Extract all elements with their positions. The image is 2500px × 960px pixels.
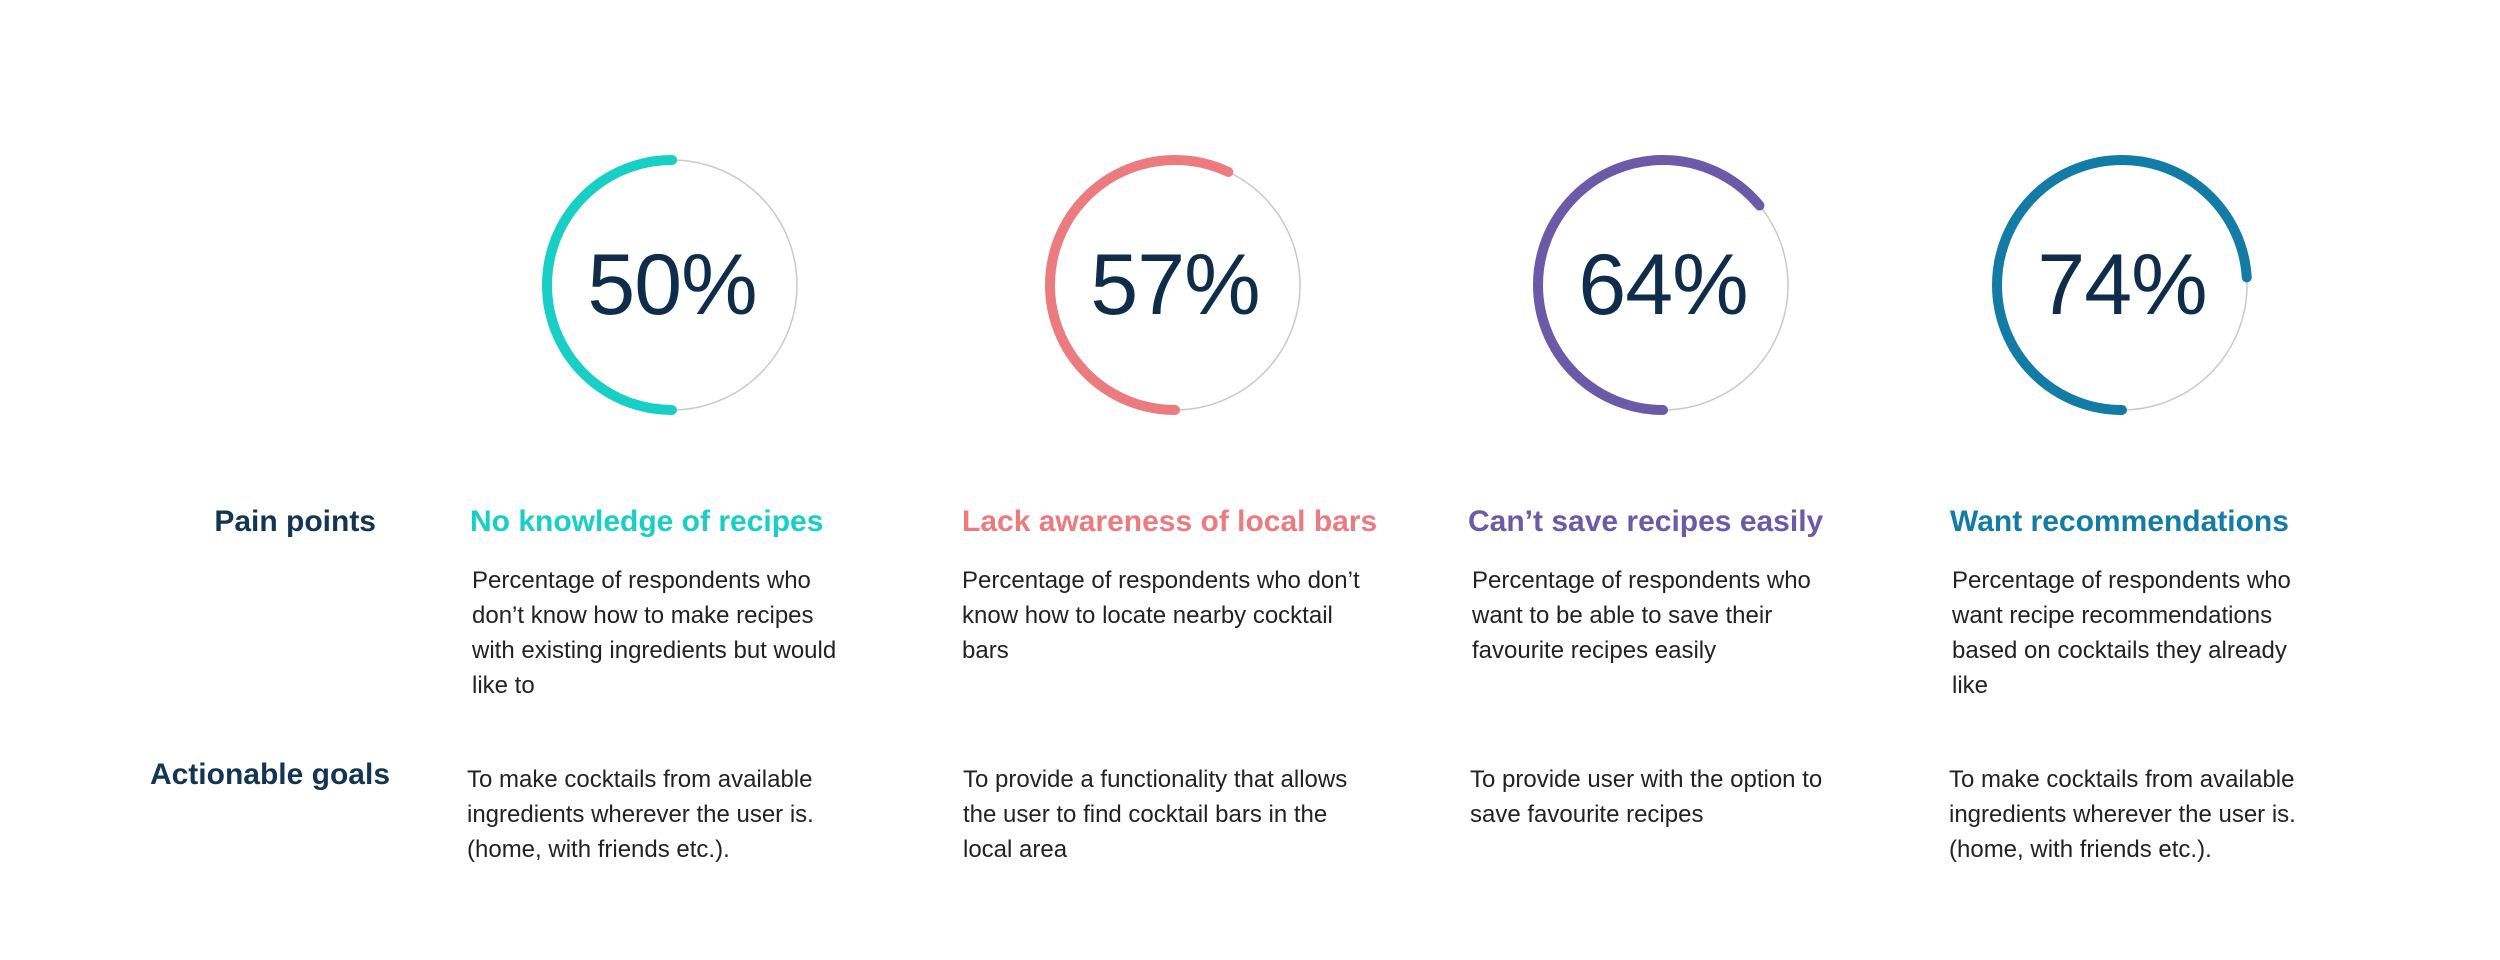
pain-point-description: Percentage of respondents who don’t know… bbox=[472, 567, 837, 699]
pain-point-description: Percentage of respondents who want to be… bbox=[1472, 567, 1811, 664]
percentage-value: 57% bbox=[1090, 236, 1260, 333]
progress-ring-graphic bbox=[542, 155, 802, 415]
ring-progress-arc bbox=[1992, 155, 2252, 415]
row-label-actionable-goals: Actionable goals bbox=[149, 758, 390, 791]
progress-ring-graphic bbox=[1045, 155, 1305, 415]
pain-point-title: Can’t save recipes easily bbox=[1468, 505, 1824, 538]
actionable-goal-text: To make cocktails from available ingredi… bbox=[467, 766, 814, 863]
progress-ring-graphic bbox=[1992, 155, 2252, 415]
actionable-goal-text: To make cocktails from available ingredi… bbox=[1949, 766, 2296, 863]
actionable-goal-text: To provide user with the option to save … bbox=[1470, 766, 1823, 828]
ring-progress-arc bbox=[542, 155, 802, 415]
pain-point-title: Lack awareness of local bars bbox=[962, 505, 1378, 538]
progress-ring-save-recipes: 64% bbox=[1528, 150, 1798, 420]
progress-ring-recommendations: 74% bbox=[1987, 150, 2257, 420]
progress-ring-no-knowledge: 50% bbox=[537, 150, 807, 420]
ring-progress-arc bbox=[1533, 155, 1793, 415]
percentage-value: 50% bbox=[587, 236, 757, 333]
row-label-pain-points: Pain points bbox=[214, 505, 376, 538]
pain-point-description: Percentage of respondents who want recip… bbox=[1952, 567, 2291, 699]
actionable-goal-text: To provide a functionality that allows t… bbox=[963, 766, 1348, 863]
pain-point-title: No knowledge of recipes bbox=[470, 505, 824, 538]
pain-point-description: Percentage of respondents who don’t know… bbox=[962, 567, 1360, 664]
ring-progress-arc bbox=[1045, 155, 1305, 415]
percentage-value: 74% bbox=[2037, 236, 2207, 333]
progress-ring-local-bars: 57% bbox=[1040, 150, 1310, 420]
progress-ring-graphic bbox=[1533, 155, 1793, 415]
percentage-value: 64% bbox=[1578, 236, 1748, 333]
pain-point-title: Want recommendations bbox=[1950, 505, 2289, 538]
